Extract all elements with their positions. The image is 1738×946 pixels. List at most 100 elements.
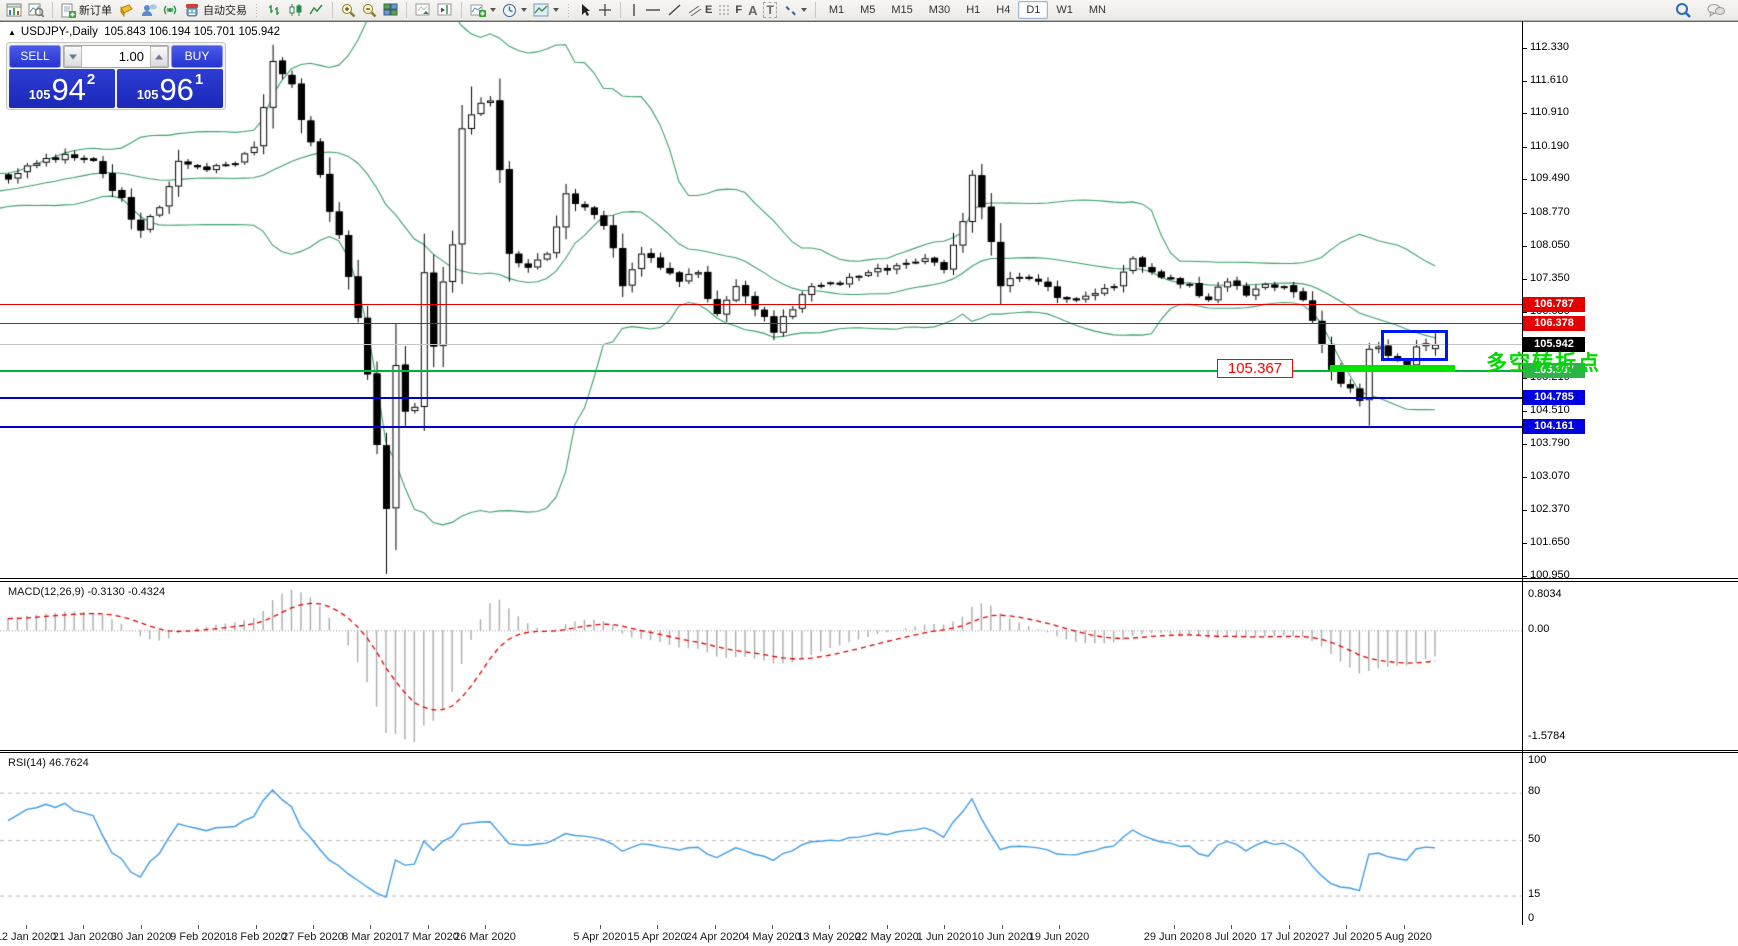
date-tick-label: 10 Jun 2020 [971,931,1033,943]
templates-dropdown-caret[interactable] [553,8,559,12]
price-tick-mark [1522,510,1527,511]
hline-104.785[interactable] [0,397,1522,399]
channel-tool-icon[interactable]: E [685,3,715,17]
price-tick-label: 110.190 [1530,140,1569,152]
timeframe-button-mn[interactable]: MN [1088,4,1106,16]
community-icon[interactable] [137,2,160,18]
buy-button[interactable]: BUY [171,45,223,68]
timeframe-button-h1[interactable]: H1 [966,4,981,16]
collapse-arrow-icon[interactable]: ▲ [8,28,16,37]
price-tick-label: 108.050 [1530,239,1570,251]
cursor-icon[interactable] [576,2,595,18]
zoom-out-icon[interactable] [359,2,380,19]
timeframe-button-m30[interactable]: M30 [928,4,951,16]
macd-canvas[interactable] [0,582,1522,750]
hline-106.787[interactable] [0,304,1522,305]
indicators-dropdown-caret[interactable] [490,8,496,12]
volume-down-button[interactable] [64,46,82,67]
sell-price-tile[interactable]: 105 94 2 [9,69,115,108]
volume-value[interactable]: 1.00 [118,49,144,64]
chart-window-icon[interactable] [3,2,25,18]
hline-105.942[interactable] [0,344,1522,345]
indicators-icon[interactable] [467,2,499,18]
pane-separator[interactable] [0,578,1738,579]
rsi-axis-label: 0 [1528,912,1535,924]
pane-separator[interactable] [0,752,1738,753]
horizontal-line-tool-icon[interactable] [642,2,664,18]
date-tick-mark [600,925,601,929]
crosshair-icon[interactable] [595,2,615,18]
trendline-tool-icon[interactable] [664,2,685,18]
pane-separator[interactable] [0,581,1738,582]
timeframe-button-w1[interactable]: W1 [1056,4,1073,16]
volume-up-button[interactable] [150,46,168,67]
signals-icon[interactable] [160,2,181,18]
tile-windows-icon[interactable] [380,2,401,18]
zoom-in-icon[interactable] [338,2,359,19]
line-chart-icon[interactable] [306,2,327,18]
date-tick-label: 4 May 2020 [743,931,801,943]
price-badge-105.367: 105.367 [1523,363,1585,378]
chart-shift-icon[interactable] [434,2,456,18]
arrows-dropdown-caret[interactable] [800,8,807,12]
rsi-canvas[interactable] [0,753,1522,925]
arrows-tool-icon[interactable] [780,3,810,18]
sell-button[interactable]: SELL [9,45,61,68]
date-tick-mark [313,925,314,929]
consolidation-rectangle[interactable] [1381,330,1448,361]
date-tick-label: 1 Jun 2020 [916,931,972,943]
price-badge-104.785: 104.785 [1523,390,1585,405]
candlestick-chart-icon[interactable] [285,2,306,18]
date-tick-mark [1231,925,1232,929]
date-tick-label: 19 Jun 2020 [1028,931,1090,943]
price-tick-mark [1522,179,1527,180]
timeframe-button-m1[interactable]: M1 [828,4,845,16]
hline-105.367[interactable] [0,370,1522,372]
periods-dropdown-caret[interactable] [521,8,527,12]
autotrading-button[interactable]: 自动交易 [181,1,250,19]
timeframe-toolbar: M1 M5 M15 M30 H1 H4 D1 W1 MN [818,0,1117,21]
price-tick-mark [1522,213,1527,214]
timeframe-button-d1[interactable]: D1 [1018,1,1049,19]
text-tool-icon[interactable]: A [748,2,758,18]
chat-icon[interactable] [1704,2,1728,19]
date-tick-label: 5 Apr 2020 [573,931,627,943]
periods-icon[interactable] [499,2,530,19]
price-tick-label: 103.790 [1530,437,1570,449]
new-order-label: 新订单 [79,5,112,17]
price-tick-mark [1522,147,1527,148]
pane-separator[interactable] [0,750,1738,751]
date-tick-label: 8 Jul 2020 [1205,931,1257,943]
bar-chart-icon[interactable] [264,2,285,18]
new-order-button[interactable]: 新订单 [58,1,115,19]
support-zone-highlight[interactable] [1330,365,1455,372]
search-icon[interactable] [1672,1,1694,19]
price-axis-border [1522,21,1523,925]
candlestick-canvas[interactable] [0,21,1522,578]
date-tick-label: 17 Mar 2020 [397,931,459,943]
metaeditor-icon[interactable] [115,3,137,18]
timeframe-button-h4[interactable]: H4 [996,4,1011,16]
fibonacci-tool-icon[interactable]: F [715,3,745,17]
price-tick-label: 109.490 [1530,172,1570,184]
vertical-line-tool-icon[interactable] [626,2,642,18]
templates-icon[interactable] [530,2,562,18]
hline-106.378[interactable] [0,323,1522,324]
auto-scroll-icon[interactable] [412,2,434,18]
timeframe-button-m15[interactable]: M15 [891,4,913,16]
profiles-icon[interactable] [25,2,47,18]
text-label-tool-icon[interactable]: T [760,1,779,19]
date-tick-label: 26 Mar 2020 [454,931,516,943]
date-tick-label: 15 Apr 2020 [627,931,687,943]
hline-104.161[interactable] [0,426,1522,428]
sell-price-pip: 2 [86,71,96,88]
turning-point-annotation[interactable]: 多空转折点 [1486,352,1601,375]
timeframe-button-m5[interactable]: M5 [860,4,876,16]
price-tick-mark [1522,246,1527,247]
price-badge-106.378: 106.378 [1523,316,1585,331]
ohlc-readout: 105.843 106.194 105.701 105.942 [104,26,281,38]
buy-price-tile[interactable]: 105 96 1 [117,69,223,108]
macd-axis-zero: 0.00 [1528,623,1550,635]
date-tick-mark [944,925,945,929]
support-price-callout[interactable]: 105.367 [1217,359,1293,378]
